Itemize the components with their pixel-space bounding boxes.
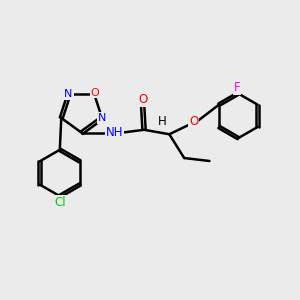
Text: F: F (233, 81, 240, 94)
Text: NH: NH (106, 126, 123, 139)
Text: O: O (189, 115, 198, 128)
Text: O: O (138, 93, 147, 106)
Text: N: N (64, 89, 73, 99)
Text: O: O (90, 88, 99, 98)
Text: Cl: Cl (54, 196, 66, 209)
Text: H: H (158, 115, 166, 128)
Text: N: N (98, 113, 106, 123)
